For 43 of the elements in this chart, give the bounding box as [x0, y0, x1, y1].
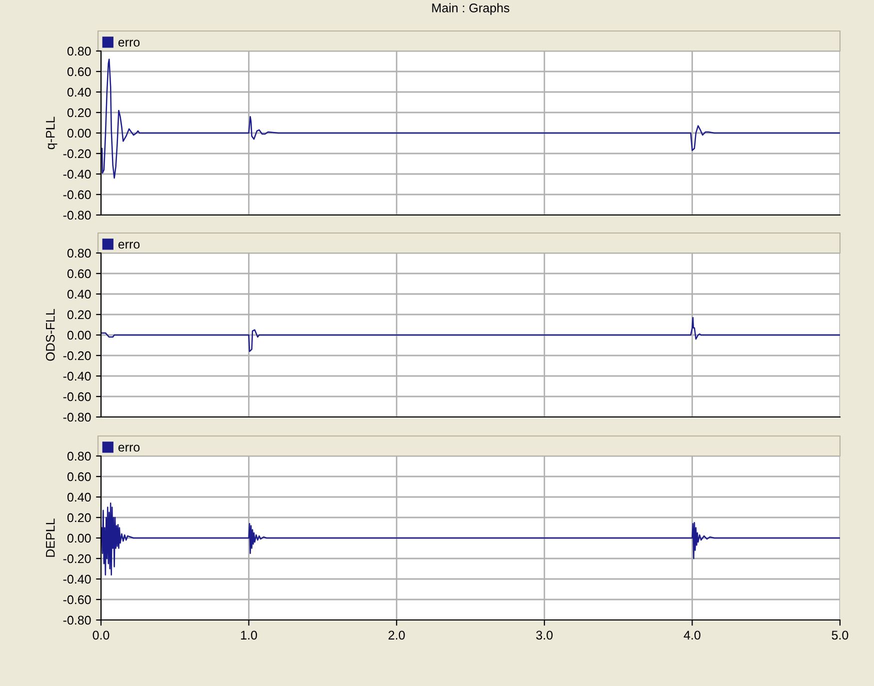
y-tick-label: 0.80	[67, 248, 91, 258]
x-tick-label: 1.0	[241, 630, 257, 640]
x-tick-label: 3.0	[536, 630, 553, 640]
y-tick-label: 0.40	[67, 88, 91, 97]
y-axis-title: DEPLL	[46, 518, 55, 557]
y-tick-label: 0.00	[67, 128, 91, 138]
y-tick-label: -0.80	[63, 412, 91, 422]
y-tick-label: -0.80	[63, 210, 91, 220]
y-tick-label: 0.00	[67, 330, 91, 340]
y-tick-label: -0.20	[63, 554, 91, 564]
y-tick-label: 0.60	[67, 269, 91, 278]
y-tick-label: 0.20	[67, 108, 91, 118]
y-tick-label: -0.20	[63, 149, 91, 158]
x-tick-label: 4.0	[684, 630, 700, 640]
legend-label: erro	[118, 444, 140, 452]
y-tick-label: 0.20	[67, 310, 91, 320]
y-tick-label: 0.60	[67, 472, 91, 482]
x-tick-label: 2.0	[388, 630, 405, 640]
y-tick-label: -0.40	[63, 372, 91, 381]
y-tick-label: -0.80	[63, 616, 91, 625]
y-tick-label: -0.40	[63, 574, 91, 584]
legend-label: erro	[118, 242, 140, 249]
line-series	[101, 316, 840, 352]
y-tick-label: 0.60	[67, 67, 91, 76]
y-tick-label: 0.40	[67, 290, 91, 299]
y-axis-title: ODS-FLL	[46, 309, 55, 361]
y-tick-label: 0.00	[67, 534, 91, 543]
y-axis-title: q-PLL	[46, 116, 58, 150]
y-tick-label: -0.20	[63, 351, 91, 360]
y-tick-label: -0.60	[63, 392, 91, 402]
y-tick-label: 0.20	[67, 513, 91, 522]
y-tick-label: -0.40	[63, 170, 91, 179]
y-tick-label: 0.80	[67, 452, 91, 461]
line-series	[101, 502, 840, 576]
y-tick-label: 0.80	[67, 46, 91, 56]
x-tick-label: 0.0	[92, 630, 110, 640]
y-tick-label: -0.60	[63, 190, 91, 200]
x-tick-label: 5.0	[832, 630, 848, 640]
y-tick-label: -0.60	[63, 595, 91, 604]
line-series	[101, 58, 840, 179]
chart-title: Main : Graphs	[432, 3, 510, 15]
y-tick-label: 0.40	[67, 492, 91, 502]
legend-label: erro	[118, 40, 140, 47]
